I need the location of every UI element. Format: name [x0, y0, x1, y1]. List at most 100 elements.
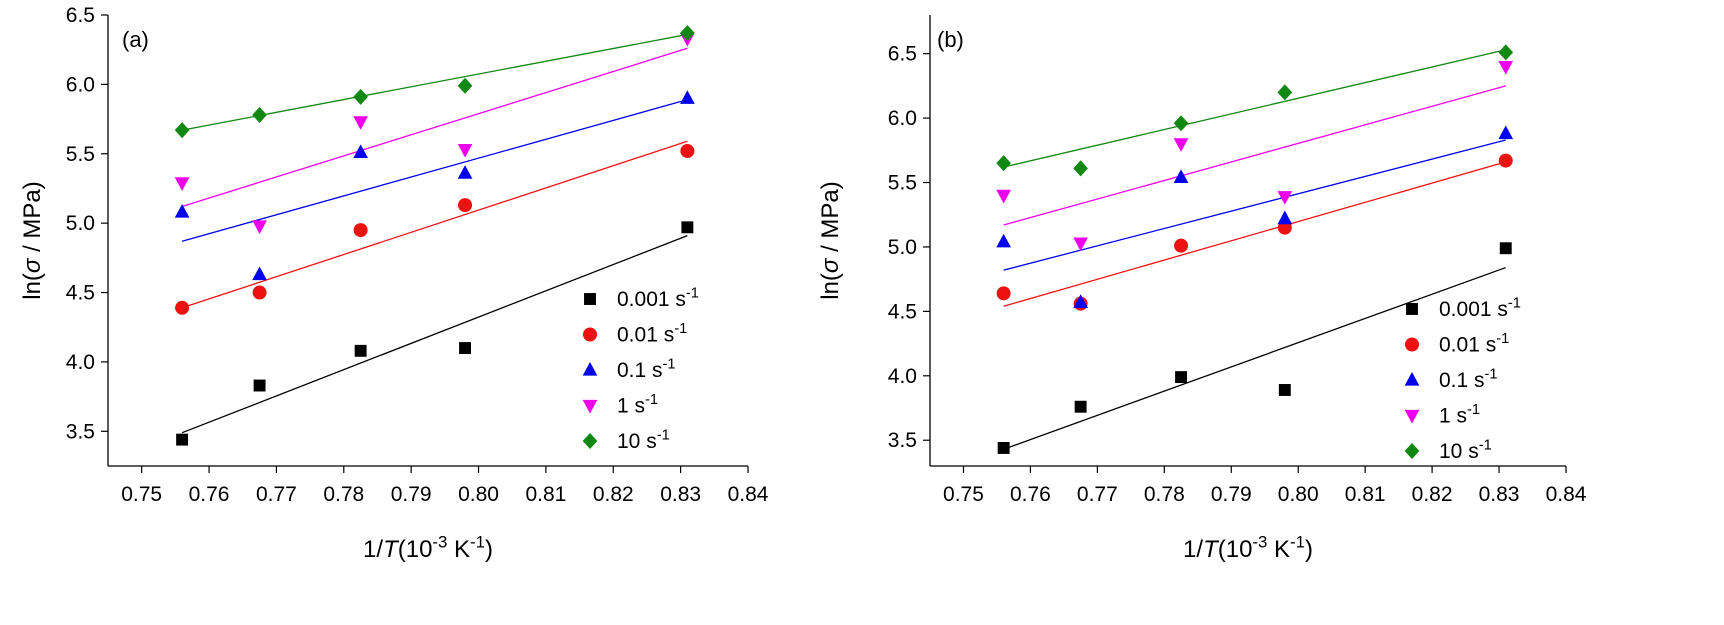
x-tick-label: 0.80	[458, 483, 499, 506]
legend-marker	[1404, 371, 1420, 386]
data-point	[176, 433, 189, 446]
x-tick-label: 0.76	[189, 483, 230, 506]
data-point	[996, 189, 1011, 204]
x-tick-label: 0.81	[525, 483, 566, 506]
x-axis-title: 1/T(10-3 K-1)	[1183, 532, 1313, 563]
data-point	[1073, 237, 1088, 252]
legend-label: 1 s-1	[1439, 402, 1480, 427]
legend-marker	[1405, 337, 1419, 352]
data-point	[1278, 384, 1291, 396]
x-tick-label: 0.77	[256, 483, 297, 506]
legend-marker	[584, 293, 596, 305]
x-tick-label: 0.82	[593, 483, 634, 506]
fit-line	[181, 235, 688, 434]
legend-label: 0.01 s-1	[617, 321, 687, 346]
legend-label: 10 s-1	[1439, 438, 1492, 463]
y-tick-label: 4.5	[888, 300, 917, 323]
data-point	[1074, 400, 1087, 413]
chart-panel-b: 0.75 0.76 0.77 0.78 0.79 0.80 0.81 0.82 0.83 0.84…	[817, 15, 1587, 563]
data-point	[457, 144, 473, 158]
data-point	[252, 106, 267, 123]
x-tick-label: 0.76	[1010, 483, 1051, 506]
data-point	[1175, 371, 1188, 384]
fit-line	[1003, 85, 1506, 226]
data-point	[680, 143, 695, 158]
data-point	[1277, 84, 1293, 101]
legend-label: 0.001 s-1	[1439, 296, 1521, 321]
x-axis-title: 1/T(10-3 K-1)	[363, 532, 493, 563]
data-point	[1498, 44, 1514, 61]
data-point	[1498, 125, 1514, 140]
legend-marker	[1404, 409, 1420, 424]
y-tick-label: 4.5	[66, 282, 95, 305]
data-point	[1173, 138, 1189, 152]
legend-label: 0.1 s-1	[617, 357, 676, 382]
legend-label: 1 s-1	[617, 392, 658, 417]
x-tick-label: 0.78	[323, 483, 364, 506]
data-point	[353, 223, 368, 238]
x-tick-label: 0.81	[1345, 483, 1386, 506]
y-tick-label: 3.5	[66, 420, 95, 443]
data-point	[174, 122, 190, 139]
legend: 0.001 s-1 0.01 s-1 0.1 s-1 1 s-1 10 s-1	[1404, 296, 1521, 463]
fit-line	[1003, 139, 1506, 271]
y-tick-label: 5.5	[66, 143, 95, 166]
legend-marker	[582, 432, 598, 450]
y-tick-label: 5.0	[888, 236, 917, 259]
fit-line	[1003, 161, 1506, 307]
legend-marker	[582, 399, 598, 414]
x-tick-label: 0.79	[1211, 483, 1252, 506]
data-point	[252, 285, 267, 300]
data-point	[175, 300, 190, 315]
data-point	[680, 90, 695, 104]
data-point	[1073, 294, 1088, 308]
x-tick-label: 0.82	[1412, 483, 1453, 506]
y-tick-label: 5.5	[888, 172, 917, 195]
x-tick-label: 0.77	[1077, 483, 1118, 506]
data-point	[353, 144, 368, 158]
data-point	[459, 342, 472, 354]
x-tick-label: 0.83	[660, 483, 701, 506]
data-point	[996, 155, 1011, 172]
x-tick-label: 0.75	[943, 483, 984, 506]
data-point	[996, 233, 1011, 248]
data-point	[1277, 210, 1293, 225]
panel-label: (a)	[122, 27, 149, 52]
data-point	[458, 198, 473, 213]
data-point	[1498, 153, 1513, 168]
chart-panel-a: 0.75 0.76 0.77 0.78 0.79 0.80 0.81 0.82 0.83 0.84…	[19, 4, 769, 563]
data-point	[354, 344, 367, 357]
fit-line	[1003, 266, 1506, 450]
y-tick-label: 4.0	[66, 351, 95, 374]
legend-label: 0.001 s-1	[617, 286, 699, 311]
data-point	[457, 165, 473, 179]
data-point	[353, 116, 368, 130]
data-point	[680, 24, 695, 42]
data-point	[252, 266, 267, 281]
x-tick-label: 0.79	[391, 483, 432, 506]
data-point	[174, 204, 190, 218]
y-axis-title: ln(σ / MPa)	[19, 181, 46, 300]
fit-line	[181, 47, 688, 208]
data-point	[1499, 242, 1512, 255]
data-point	[996, 286, 1011, 301]
data-point	[1073, 160, 1088, 177]
y-tick-label: 6.5	[66, 4, 95, 27]
legend-marker	[1404, 442, 1420, 460]
data-point	[1498, 60, 1514, 75]
legend-marker	[583, 327, 597, 342]
fit-line	[1003, 49, 1506, 168]
data-point	[681, 221, 694, 234]
x-tick-label: 0.75	[121, 483, 162, 506]
data-point	[1173, 169, 1189, 183]
data-point	[457, 77, 473, 94]
legend-label: 0.1 s-1	[1439, 367, 1498, 392]
legend-label: 10 s-1	[617, 428, 670, 453]
y-tick-label: 5.0	[66, 212, 95, 235]
data-point	[1174, 238, 1189, 253]
data-point	[1173, 115, 1189, 132]
data-point	[174, 177, 190, 191]
y-tick-label: 6.5	[888, 43, 917, 66]
x-tick-label: 0.80	[1278, 483, 1319, 506]
